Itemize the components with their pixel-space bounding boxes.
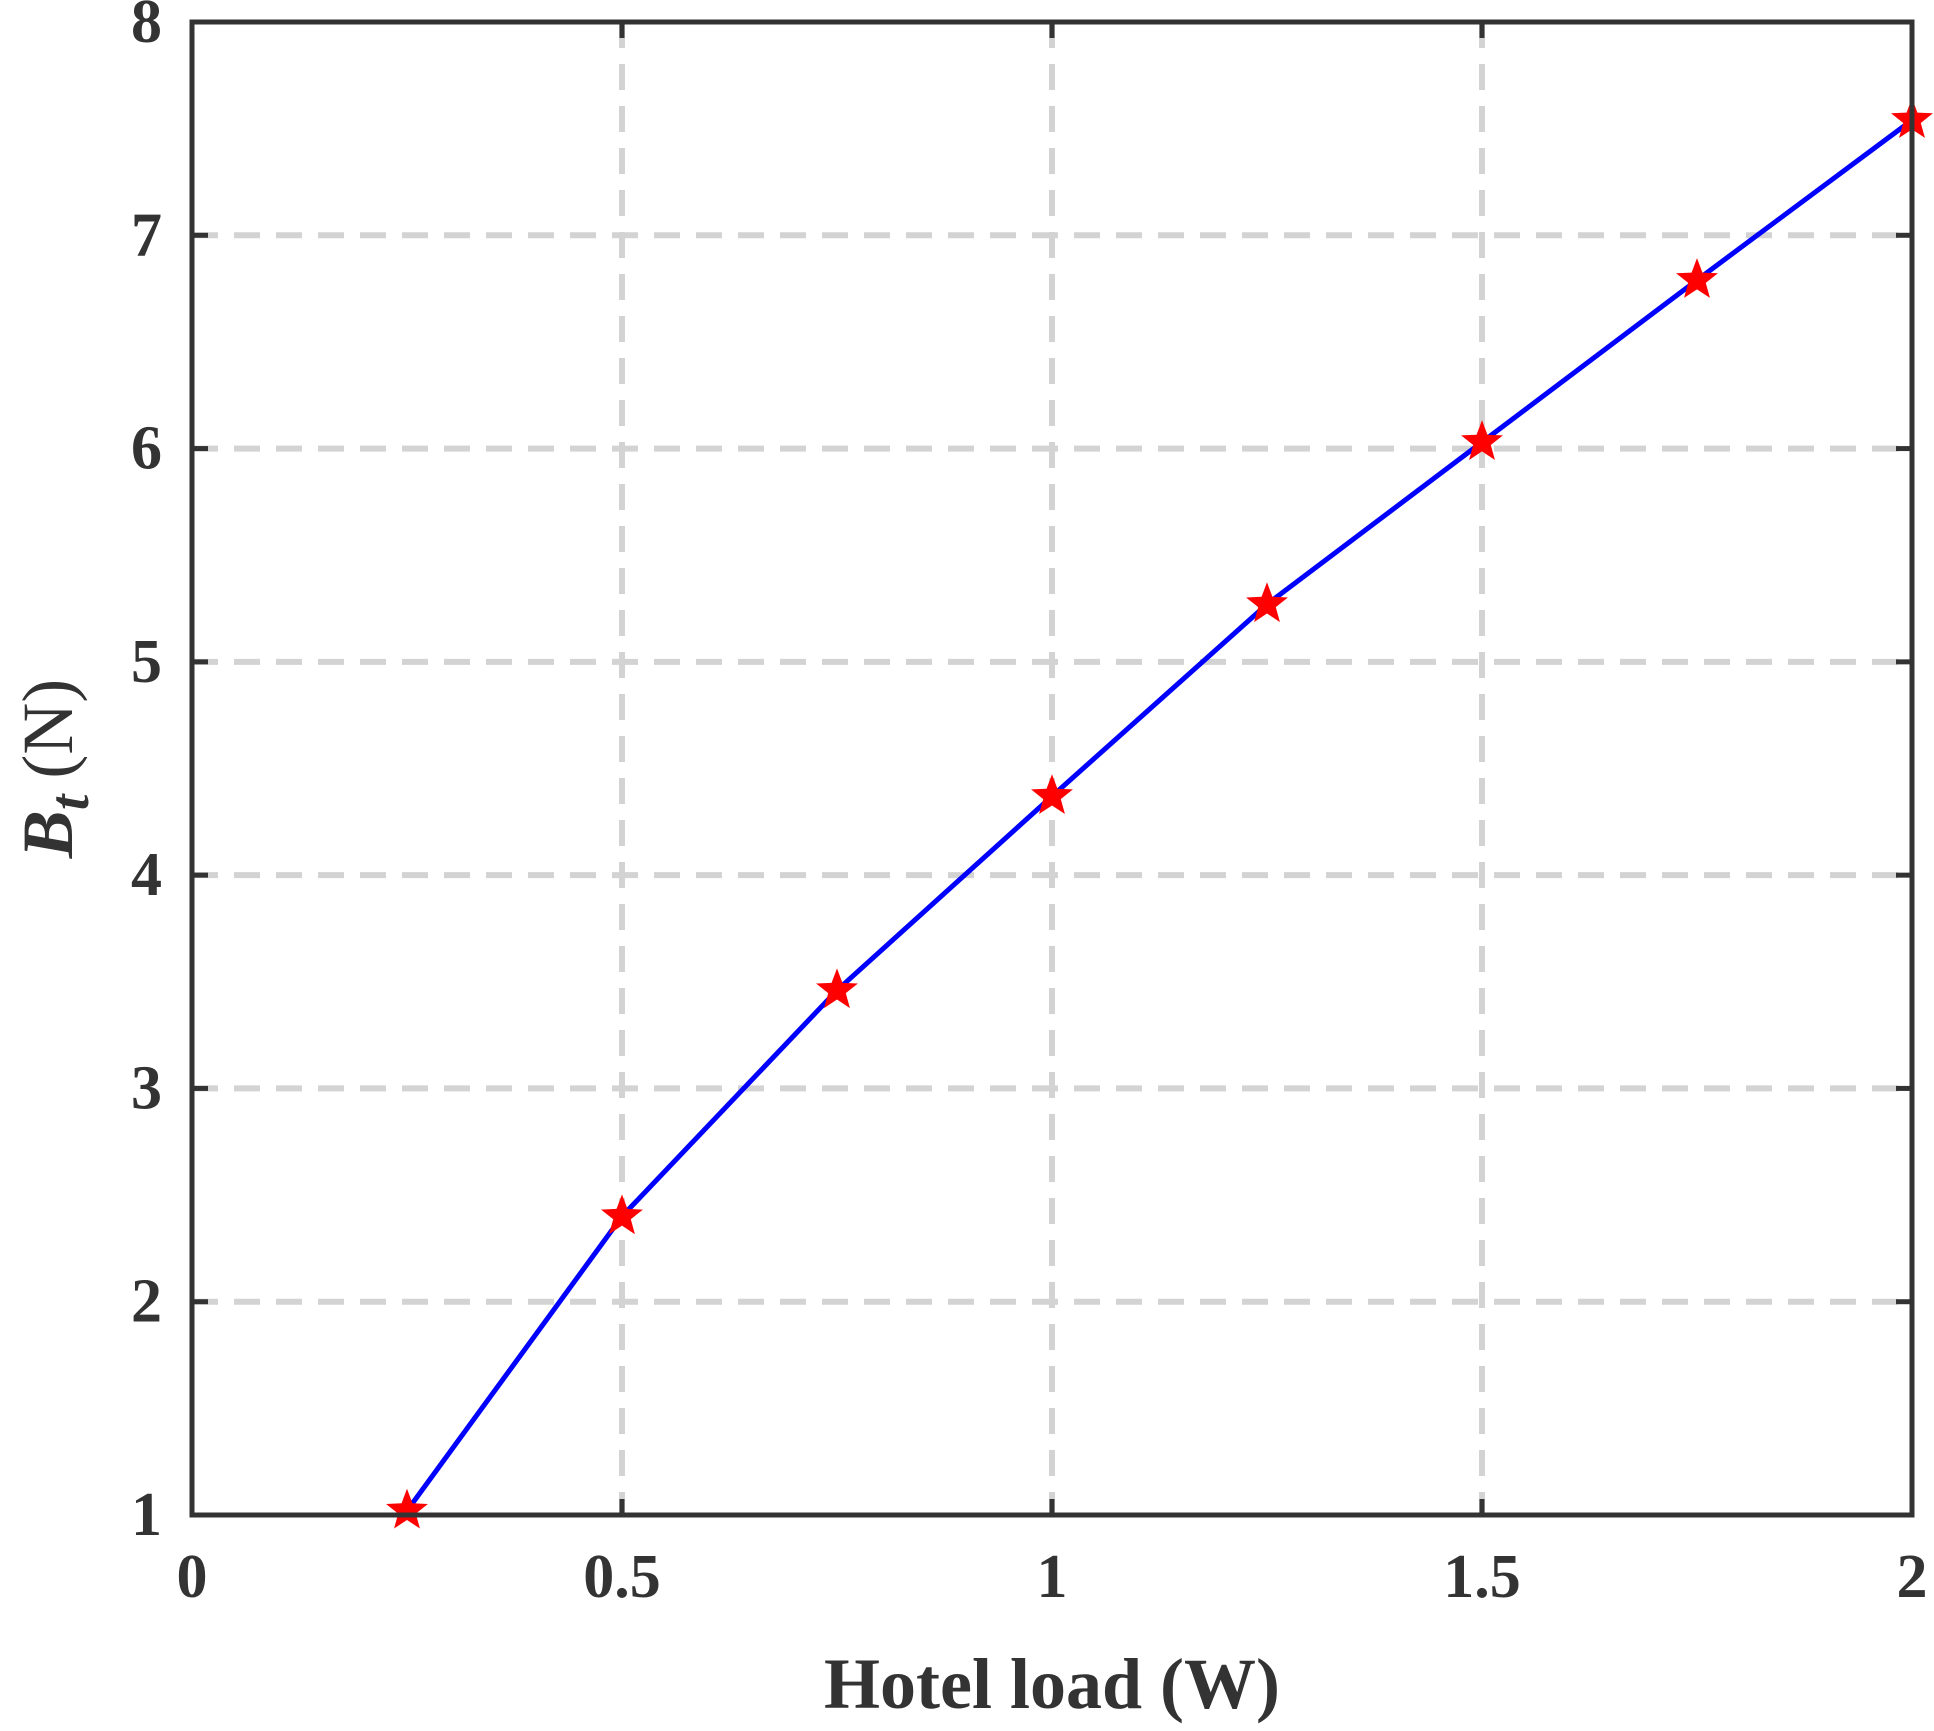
grid-lines: [192, 22, 1912, 1515]
axes: 0 0.5 1 1.5 2 1 2 3 4 5 6 7 8: [131, 0, 1928, 1611]
x-tick-label: 1.5: [1443, 1543, 1521, 1611]
x-tick-label: 1: [1037, 1543, 1068, 1611]
data-point-star: [1461, 420, 1503, 460]
y-axis-title-subscript: t: [39, 793, 101, 810]
series-line: [404, 118, 1914, 1513]
y-tick-label: 2: [131, 1268, 162, 1336]
x-tick-label: 0: [177, 1543, 208, 1611]
y-tick-label: 5: [131, 628, 162, 696]
y-tick-label: 4: [131, 841, 162, 909]
data-point-star: [1031, 774, 1073, 815]
y-tick-label: 1: [131, 1481, 162, 1549]
data-point-star: [1676, 258, 1718, 298]
x-tick-label: 0.5: [583, 1543, 661, 1611]
data-point-star: [816, 968, 858, 1009]
y-axis-title-unit: (N): [8, 679, 88, 779]
y-tick-label: 7: [131, 201, 162, 269]
series-group: [386, 98, 1933, 1529]
x-axis-title: Hotel load (W): [824, 1644, 1280, 1724]
y-tick-label: 8: [131, 0, 162, 56]
x-tick-label: 2: [1897, 1543, 1928, 1611]
y-axis-title-symbol: B: [8, 810, 88, 859]
data-point-star: [1246, 582, 1288, 623]
y-tick-label: 6: [131, 415, 162, 483]
data-point-star: [386, 1488, 428, 1529]
data-point-star: [601, 1194, 643, 1235]
y-axis-title: Bt (N): [8, 679, 101, 860]
y-tick-label: 3: [131, 1054, 162, 1122]
